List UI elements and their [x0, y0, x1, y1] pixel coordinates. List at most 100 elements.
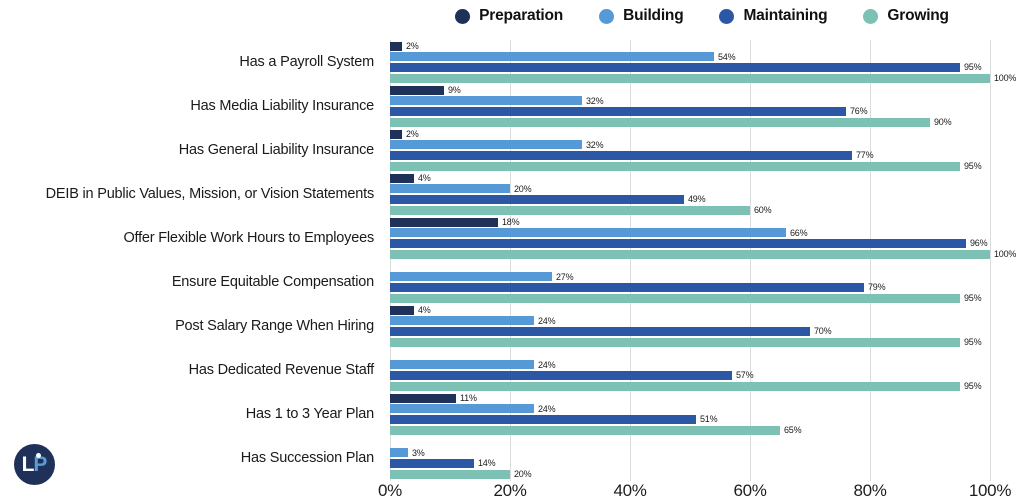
bar-row: 32% [390, 96, 1024, 107]
category-label: Has 1 to 3 Year Plan [245, 406, 374, 422]
bar-preparation [390, 41, 402, 51]
bar-row: 20% [390, 469, 1024, 480]
bar-building [390, 448, 408, 458]
bar-growing [390, 205, 750, 215]
bar-growing [390, 117, 930, 127]
bar-rows: 27% 79% 95% [390, 261, 1024, 303]
x-tick-label: 80% [853, 481, 887, 500]
bar-row: 27% [390, 272, 1024, 283]
bar-row: 9% [390, 85, 1024, 96]
value-label: 95% [964, 293, 982, 304]
legend-label: Building [623, 7, 684, 24]
value-label: 70% [814, 326, 832, 337]
value-label: 77% [856, 150, 874, 161]
bar-preparation [390, 129, 402, 139]
bar-group: DEIB in Public Values, Mission, or Visio… [0, 172, 1024, 216]
bar-preparation [390, 173, 414, 183]
legend-swatch-icon [599, 8, 615, 24]
bar-row: 95% [390, 62, 1024, 73]
bar-group: Has a Payroll System 2% 54% 95% 100% [0, 40, 1024, 84]
legend-label: Maintaining [743, 7, 828, 24]
bar-row: 100% [390, 73, 1024, 84]
bar-row [390, 349, 1024, 360]
bar-row: 76% [390, 106, 1024, 117]
bar-row: 95% [390, 381, 1024, 392]
bar-group: Ensure Equitable Compensation 27% 79% 95% [0, 260, 1024, 304]
bar-row: 2% [390, 129, 1024, 140]
bar-rows: 2% 54% 95% 100% [390, 41, 1024, 83]
value-label: 2% [406, 129, 419, 140]
value-label: 49% [688, 194, 706, 205]
bar-rows: 4% 20% 49% 60% [390, 173, 1024, 215]
x-tick-label: 100% [968, 481, 1012, 500]
bar-row [390, 261, 1024, 272]
legend-item-preparation: Preparation [455, 7, 563, 25]
category-label: Offer Flexible Work Hours to Employees [123, 230, 374, 246]
bar-rows: 24% 57% 95% [390, 349, 1024, 391]
lp-logo: L P [14, 444, 55, 485]
value-label: 27% [556, 271, 574, 282]
logo-dot-icon [36, 453, 41, 458]
value-label: 32% [586, 139, 604, 150]
bar-preparation [390, 305, 414, 315]
bar-row: 32% [390, 140, 1024, 151]
bar-row: 14% [390, 458, 1024, 469]
bar-row: 4% [390, 173, 1024, 184]
value-label: 95% [964, 337, 982, 348]
bar-maintaining [390, 370, 732, 380]
legend-swatch-icon [455, 8, 471, 24]
bar-maintaining [390, 194, 684, 204]
bar-rows: 4% 24% 70% 95% [390, 305, 1024, 347]
bar-row: 20% [390, 184, 1024, 195]
value-label: 20% [514, 469, 532, 480]
bar-growing [390, 293, 960, 303]
bar-chart: Has a Payroll System 2% 54% 95% 100% Has Medi… [0, 40, 1024, 480]
bar-row: 24% [390, 404, 1024, 415]
value-label: 2% [406, 41, 419, 52]
logo-letter-l: L [21, 453, 35, 476]
bar-row: 57% [390, 370, 1024, 381]
x-tick-label: 0% [378, 481, 402, 500]
bar-maintaining [390, 62, 960, 72]
value-label: 96% [970, 238, 988, 249]
x-tick-label: 60% [733, 481, 767, 500]
bar-preparation [390, 85, 444, 95]
category-label: DEIB in Public Values, Mission, or Visio… [45, 186, 375, 202]
bar-row: 18% [390, 217, 1024, 228]
bar-maintaining [390, 414, 696, 424]
bar-group: Has Media Liability Insurance 9% 32% 76% 90% [0, 84, 1024, 128]
value-label: 100% [994, 249, 1017, 260]
bar-growing [390, 337, 960, 347]
bar-growing [390, 73, 990, 83]
bar-growing [390, 425, 780, 435]
category-label: Has a Payroll System [239, 54, 374, 70]
value-label: 66% [790, 227, 808, 238]
value-label: 51% [700, 414, 718, 425]
value-label: 24% [538, 359, 556, 370]
bar-row: 70% [390, 326, 1024, 337]
gridline [390, 40, 391, 481]
bar-rows: 9% 32% 76% 90% [390, 85, 1024, 127]
value-label: 95% [964, 381, 982, 392]
bar-row: 24% [390, 360, 1024, 371]
gridline [870, 40, 871, 481]
bar-row: 51% [390, 414, 1024, 425]
bar-preparation [390, 217, 498, 227]
bar-maintaining [390, 238, 966, 248]
bar-row: 60% [390, 205, 1024, 216]
bar-maintaining [390, 326, 810, 336]
bar-row: 24% [390, 316, 1024, 327]
value-label: 18% [502, 217, 520, 228]
category-label: Has Succession Plan [240, 450, 374, 466]
bar-row [390, 437, 1024, 448]
bar-building [390, 96, 582, 106]
bar-growing [390, 161, 960, 171]
bar-maintaining [390, 458, 474, 468]
bar-maintaining [390, 106, 846, 116]
x-axis: 0% 20% 40% 60% 80% 100% [0, 479, 1024, 503]
bar-row: 100% [390, 249, 1024, 260]
value-label: 20% [514, 183, 532, 194]
legend: Preparation Building Maintaining Growing [390, 7, 1014, 25]
bar-row: 79% [390, 282, 1024, 293]
value-label: 4% [418, 305, 431, 316]
